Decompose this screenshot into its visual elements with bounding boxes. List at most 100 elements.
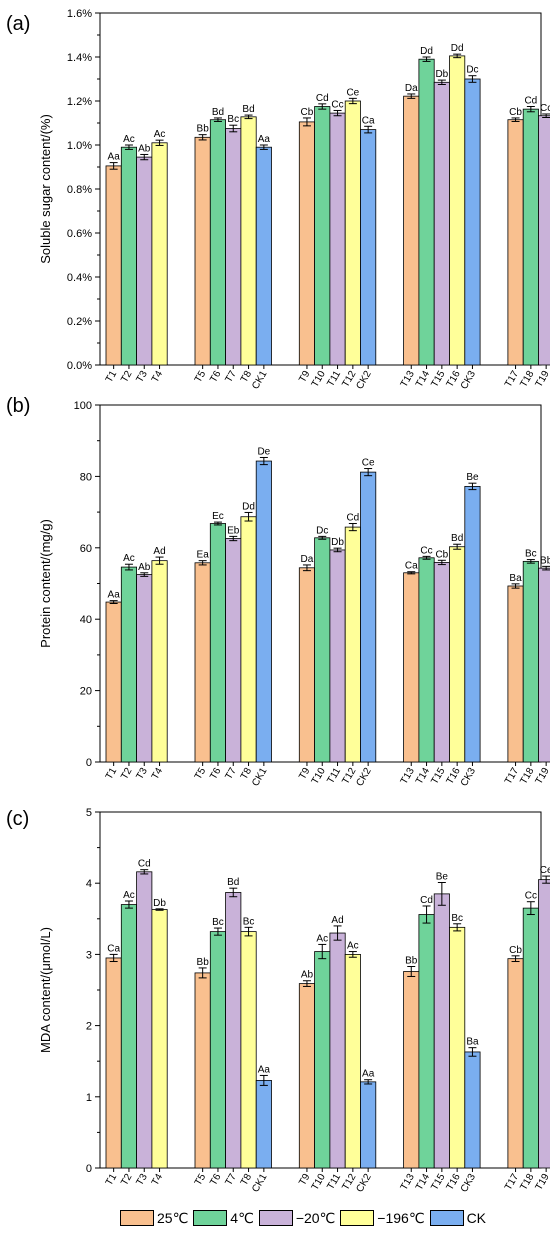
- x-tick-label: T9: [297, 766, 313, 782]
- data-label: Cb: [509, 107, 522, 118]
- bar: [403, 95, 420, 366]
- bar: [314, 537, 331, 763]
- x-tick-label: T17: [503, 766, 521, 787]
- data-label: Cd: [346, 513, 359, 524]
- x-tick-label: T5: [193, 1172, 209, 1188]
- bar: [240, 516, 257, 763]
- bar: [329, 112, 346, 366]
- bar: [255, 1080, 272, 1169]
- data-label: Ac: [123, 890, 135, 901]
- data-label: Bd: [212, 107, 224, 118]
- data-label: Cd: [138, 859, 151, 870]
- x-tick-label: T7: [223, 369, 239, 385]
- x-tick-label: CK3: [459, 1172, 478, 1195]
- data-label: Db: [331, 537, 344, 548]
- data-label: Ad: [153, 546, 165, 557]
- bar: [314, 106, 331, 366]
- data-label: Cd: [524, 96, 537, 107]
- x-tick-label: T7: [223, 1172, 239, 1188]
- data-label: Ce: [362, 458, 375, 469]
- data-label: Ba: [509, 573, 522, 584]
- data-label: Aa: [258, 134, 271, 145]
- x-tick-label: T3: [134, 766, 150, 782]
- data-label: Ac: [154, 129, 166, 140]
- x-tick-label: T4: [150, 1172, 166, 1188]
- y-tick-label: 2: [86, 1021, 92, 1033]
- x-tick-label: T5: [193, 766, 209, 782]
- bar: [225, 892, 242, 1169]
- data-label: Ac: [347, 941, 359, 952]
- data-label: Dd: [451, 43, 464, 54]
- chart-panel-1: (a) 0.0% 0.2% 0.4% 0.6% 0.8% 1.0% 1.2% 1.4% 1.6% S…: [6, 8, 550, 391]
- bar: [344, 100, 361, 366]
- data-label: Bc: [212, 917, 224, 928]
- y-tick-label: 60: [80, 543, 92, 555]
- bar: [507, 958, 524, 1169]
- x-tick-label: T13: [399, 369, 417, 390]
- x-tick-label: CK2: [354, 369, 373, 392]
- data-label: Ca: [107, 943, 120, 954]
- legend-swatch-4c: [193, 1210, 228, 1226]
- bar: [105, 165, 122, 366]
- x-tick-label: T14: [414, 766, 432, 787]
- data-label: Bd: [451, 533, 463, 544]
- data-label: Ce: [540, 865, 550, 876]
- data-label: De: [257, 446, 270, 457]
- y-tick-label: 4: [86, 878, 92, 890]
- data-label: Ec: [212, 511, 224, 522]
- legend-item-ck: CK: [429, 1210, 486, 1226]
- data-label: Cb: [509, 945, 522, 956]
- x-tick-label: T10: [310, 1172, 328, 1193]
- bar: [240, 116, 257, 366]
- panel-label: (b): [6, 395, 30, 417]
- data-label: Bb: [405, 956, 418, 967]
- x-tick-label: T15: [429, 1172, 447, 1193]
- data-label: Cc: [420, 545, 432, 556]
- y-tick-label: 0.0%: [67, 360, 92, 372]
- bar: [522, 108, 539, 366]
- chart-panel-2: (b) 0 20 40 60 80 100 Protein content/(mg/g) Aa T…: [6, 395, 550, 788]
- bar: [105, 601, 122, 763]
- legend-item-minus196c: −196℃: [340, 1210, 425, 1227]
- x-tick-label: T13: [399, 1172, 417, 1193]
- data-label: Ab: [301, 970, 314, 981]
- bar: [105, 957, 122, 1169]
- y-tick-label: 1: [86, 1092, 92, 1104]
- bar: [329, 549, 346, 763]
- bar: [449, 926, 466, 1169]
- x-tick-label: T7: [223, 766, 239, 782]
- x-tick-label: T3: [134, 369, 150, 385]
- bar: [360, 1081, 377, 1169]
- x-tick-label: T19: [534, 369, 550, 390]
- x-tick-label: T8: [239, 369, 255, 385]
- x-tick-label: T11: [325, 766, 343, 786]
- data-label: Ad: [331, 915, 343, 926]
- data-label: Ab: [138, 143, 151, 154]
- bar: [403, 971, 420, 1169]
- bar: [360, 471, 377, 763]
- x-tick-label: T10: [310, 369, 328, 390]
- x-tick-label: T14: [414, 1172, 432, 1193]
- x-tick-label: T1: [104, 766, 120, 782]
- y-tick-label: 1.0%: [67, 140, 92, 152]
- x-tick-label: T2: [119, 1172, 135, 1188]
- bar: [136, 156, 153, 366]
- chart-panel-3: (c) 0 1 2 3 4 5 MDA content/(μmol/L) Ca T1 Ac T2 Cd T…: [6, 807, 550, 1194]
- data-label: Db: [435, 69, 448, 80]
- x-tick-label: T1: [104, 369, 120, 385]
- y-tick-label: 3: [86, 949, 92, 961]
- y-tick-label: 0: [86, 1163, 92, 1175]
- data-label: Aa: [108, 152, 121, 163]
- legend-label-minus20c: −20℃: [295, 1209, 336, 1226]
- y-tick-label: 20: [80, 686, 92, 698]
- y-tick-label: 1.4%: [67, 52, 92, 64]
- data-label: Bb: [197, 124, 210, 135]
- bar: [522, 907, 539, 1169]
- x-tick-label: T5: [193, 369, 209, 385]
- data-label: Cd: [316, 93, 329, 104]
- data-label: Dc: [316, 525, 328, 536]
- data-label: Ea: [197, 550, 210, 561]
- x-tick-label: T6: [208, 1172, 224, 1188]
- bar: [418, 557, 435, 763]
